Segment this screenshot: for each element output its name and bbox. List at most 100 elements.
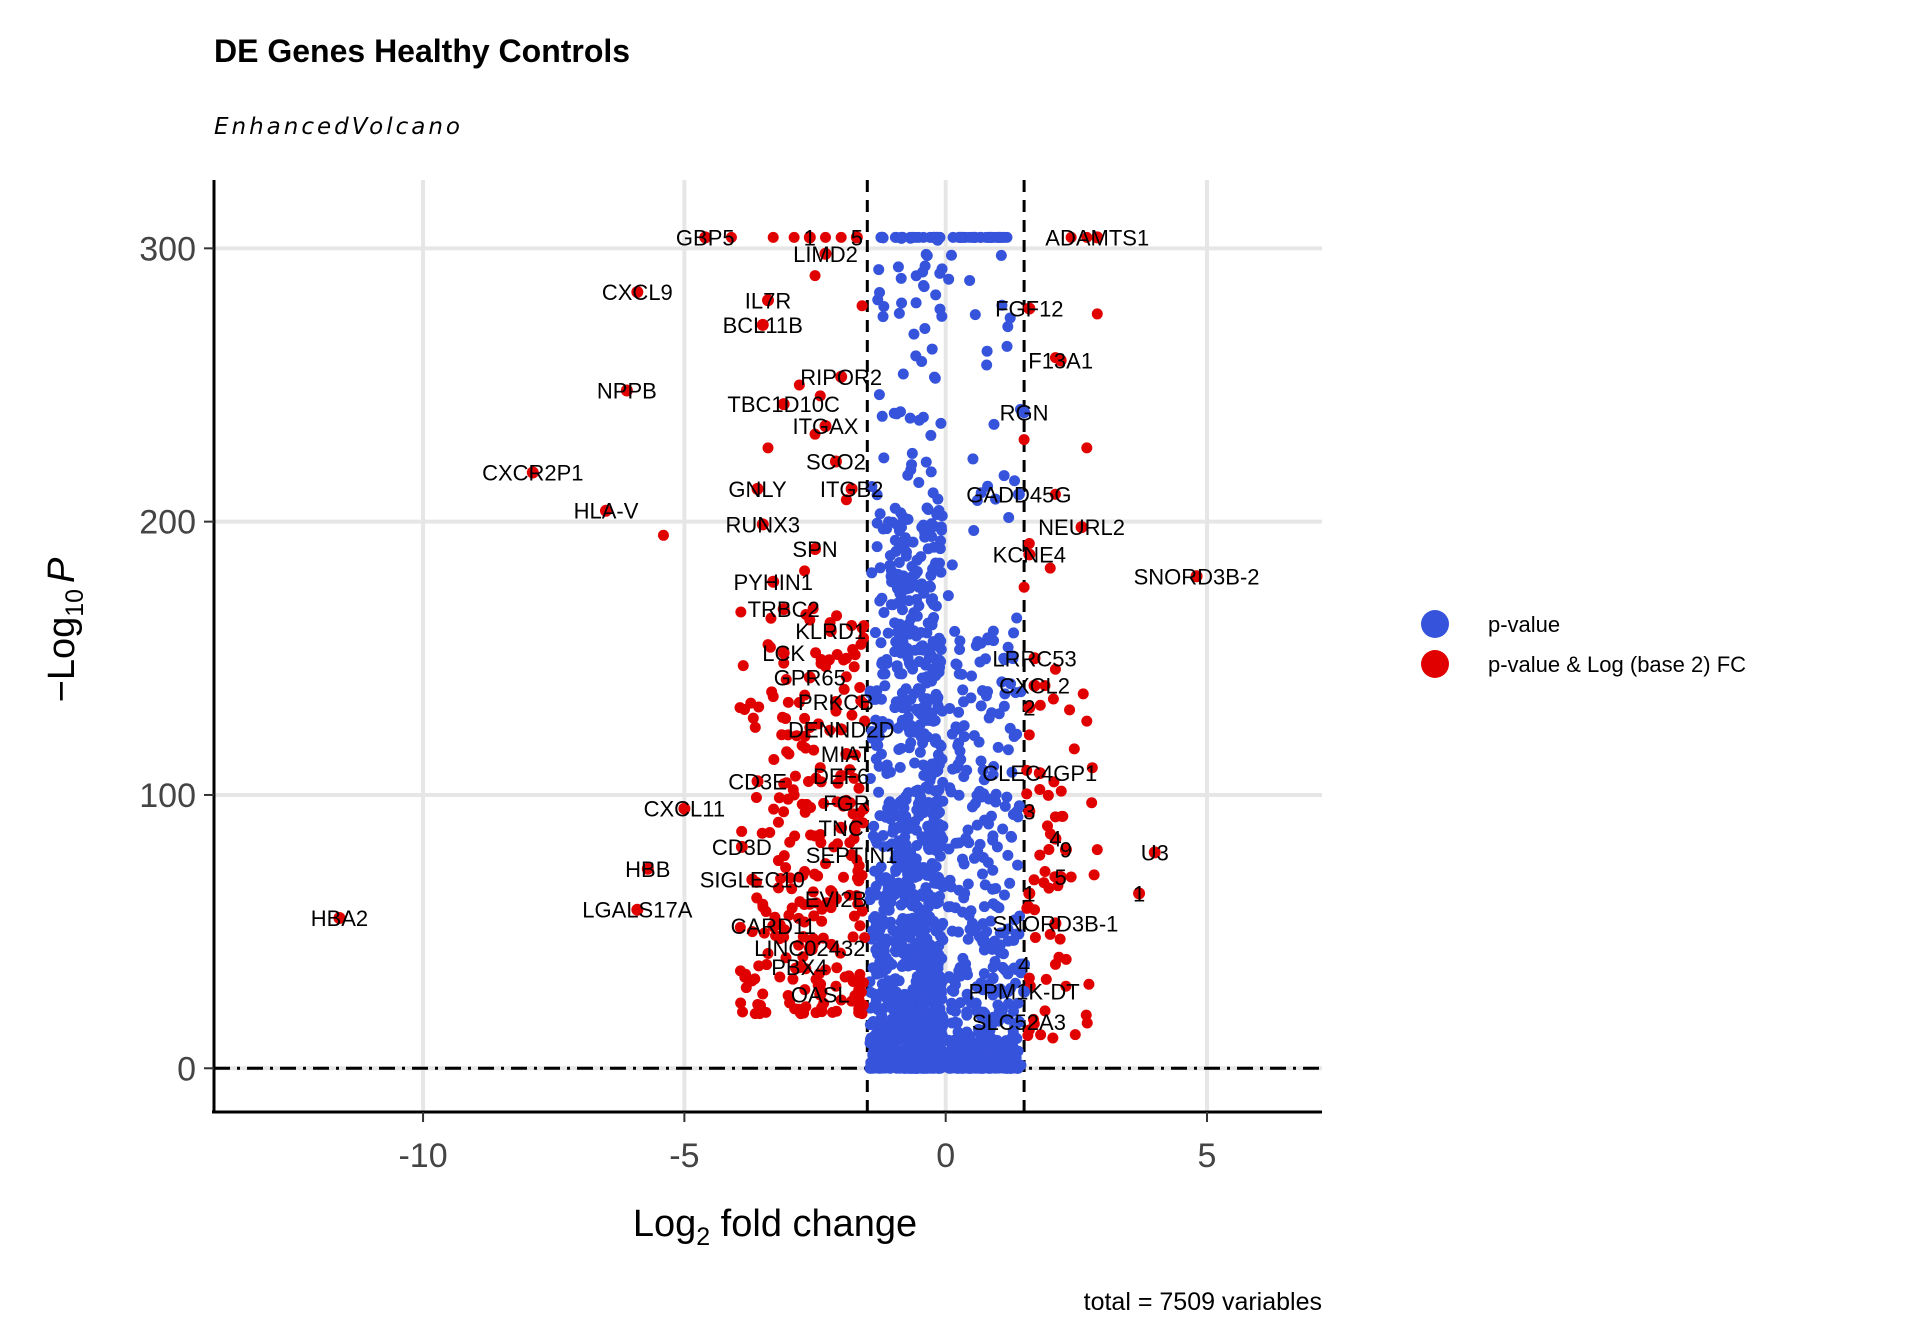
point-pvalue xyxy=(998,889,1010,901)
gene-label: 1 xyxy=(1023,881,1035,906)
point-pvalue xyxy=(965,997,977,1009)
point-pvalue xyxy=(926,857,938,869)
point-pvalue xyxy=(1003,511,1015,523)
point-pvalue-fc xyxy=(849,990,861,1002)
point-pvalue xyxy=(877,231,889,243)
point-pvalue-fc xyxy=(737,660,749,672)
point-pvalue xyxy=(936,310,948,322)
point-pvalue xyxy=(871,489,883,501)
point-labeled xyxy=(835,723,848,736)
point-pvalue xyxy=(958,720,970,732)
point-labeled xyxy=(845,482,858,495)
point-pvalue xyxy=(929,560,941,572)
point-pvalue xyxy=(918,587,930,599)
point-pvalue xyxy=(926,808,938,820)
point-pvalue xyxy=(874,562,886,574)
point-pvalue xyxy=(997,823,1009,835)
point-pvalue xyxy=(986,231,998,243)
point-pvalue-fc xyxy=(735,606,747,618)
point-pvalue-fc xyxy=(814,762,826,774)
point-labeled xyxy=(1049,917,1062,930)
point-pvalue xyxy=(1002,321,1014,333)
x-axis-title-subscript: 2 xyxy=(696,1223,710,1251)
point-pvalue xyxy=(897,368,909,380)
point-pvalue xyxy=(970,640,982,652)
point-pvalue xyxy=(980,653,992,665)
point-pvalue xyxy=(905,693,917,705)
point-pvalue xyxy=(929,372,941,384)
point-pvalue xyxy=(977,764,989,776)
point-pvalue xyxy=(877,829,889,841)
point-pvalue-fc xyxy=(838,683,850,695)
point-labeled xyxy=(631,286,644,299)
point-pvalue xyxy=(966,670,978,682)
point-pvalue xyxy=(969,309,981,321)
point-pvalue-fc xyxy=(756,827,768,839)
point-pvalue xyxy=(906,447,918,459)
point-pvalue xyxy=(864,772,876,784)
point-pvalue xyxy=(1004,982,1016,994)
point-pvalue xyxy=(950,837,962,849)
point-pvalue xyxy=(909,644,921,656)
point-pvalue-fc xyxy=(1021,788,1033,800)
gene-label: HBA2 xyxy=(311,906,368,931)
point-pvalue-fc xyxy=(809,270,821,282)
point-pvalue xyxy=(999,654,1011,666)
point-pvalue xyxy=(927,231,939,243)
point-pvalue xyxy=(897,594,909,606)
point-pvalue xyxy=(956,668,968,680)
gene-label: SEPTIN1 xyxy=(806,843,898,868)
point-pvalue xyxy=(866,567,878,579)
gene-label: OASL xyxy=(791,982,850,1007)
point-pvalue-fc xyxy=(1034,699,1046,711)
point-pvalue xyxy=(884,549,896,561)
point-pvalue-fc xyxy=(1056,810,1068,822)
point-pvalue-fc xyxy=(734,921,746,933)
point-pvalue-fc xyxy=(766,686,778,698)
point-pvalue xyxy=(916,930,928,942)
gene-label: BCL11B xyxy=(723,313,803,338)
point-pvalue-fc xyxy=(787,973,799,985)
point-pvalue-fc xyxy=(815,837,827,849)
point-pvalue xyxy=(987,625,999,637)
point-pvalue-fc xyxy=(787,784,799,796)
point-pvalue xyxy=(1007,808,1019,820)
point-pvalue xyxy=(1001,791,1013,803)
point-pvalue xyxy=(949,979,961,991)
point-pvalue-fc xyxy=(814,390,826,402)
point-pvalue xyxy=(912,862,924,874)
point-pvalue xyxy=(921,693,933,705)
gene-label: 4 xyxy=(1049,827,1061,852)
point-pvalue-fc xyxy=(852,865,864,877)
point-pvalue xyxy=(884,796,896,808)
point-pvalue xyxy=(894,761,906,773)
point-pvalue xyxy=(889,646,901,658)
point-pvalue-fc xyxy=(782,990,794,1002)
point-pvalue xyxy=(895,742,907,754)
point-pvalue-fc xyxy=(807,886,819,898)
point-labeled xyxy=(819,419,832,432)
point-pvalue xyxy=(978,944,990,956)
point-pvalue-fc xyxy=(778,806,790,818)
point-pvalue xyxy=(877,668,889,680)
point-pvalue xyxy=(998,470,1010,482)
point-pvalue xyxy=(919,322,931,334)
point-pvalue-fc xyxy=(1047,1032,1059,1044)
point-pvalue xyxy=(975,933,987,945)
point-pvalue xyxy=(954,231,966,243)
gene-label: HBB xyxy=(625,857,670,882)
point-pvalue xyxy=(1004,312,1016,324)
point-pvalue xyxy=(897,923,909,935)
point-labeled xyxy=(756,318,769,331)
point-pvalue xyxy=(876,1056,888,1068)
gene-label: LRRC53 xyxy=(992,646,1076,671)
point-pvalue xyxy=(925,870,937,882)
point-pvalue xyxy=(910,350,922,362)
data-points xyxy=(333,231,1203,1074)
point-pvalue xyxy=(906,1003,918,1015)
gene-label: 1 xyxy=(1133,881,1145,906)
point-pvalue-fc xyxy=(749,973,761,985)
point-pvalue xyxy=(1010,687,1022,699)
point-pvalue xyxy=(911,610,923,622)
